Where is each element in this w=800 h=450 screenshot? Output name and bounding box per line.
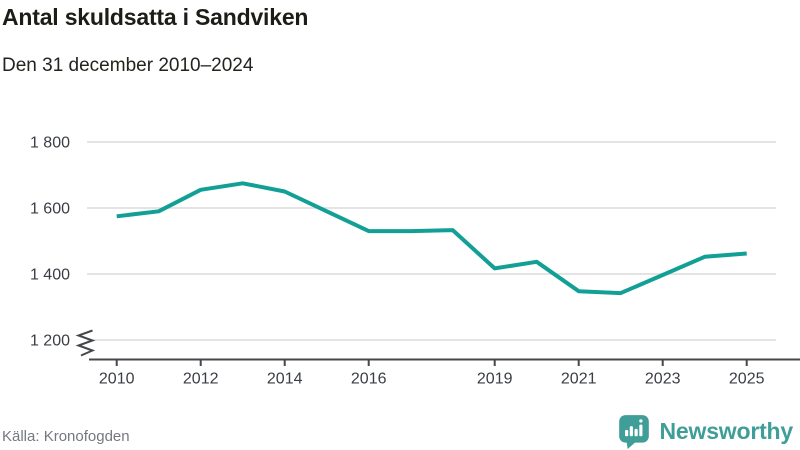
x-tick-label: 2012 (183, 371, 219, 388)
x-tick-label: 2010 (99, 371, 135, 388)
y-tick-label: 1 600 (30, 201, 70, 218)
newsworthy-logo: Newsworthy (616, 413, 793, 449)
y-tick-label: 1 400 (30, 267, 70, 284)
chart-subtitle: Den 31 december 2010–2024 (2, 55, 254, 76)
x-tick-label: 2019 (477, 371, 513, 388)
brand-wordmark: Newsworthy (659, 417, 794, 444)
newsworthy-icon (618, 415, 649, 449)
chart-title: Antal skuldsatta i Sandviken (2, 4, 309, 30)
x-axis-tick-labels: 2010 2012 2014 2016 2019 2021 2023 2025 (99, 371, 765, 388)
x-tick-label: 2025 (729, 371, 765, 388)
x-tick-label: 2023 (645, 371, 681, 388)
y-tick-label: 1 800 (30, 135, 70, 152)
x-axis-ticks (115, 359, 748, 366)
y-axis-tick-labels: 1 800 1 600 1 400 1 200 (30, 135, 70, 350)
axis-break-icon (75, 329, 96, 357)
x-tick-label: 2014 (267, 371, 303, 388)
gridlines (87, 141, 776, 341)
data-series-line (116, 181, 747, 296)
x-tick-label: 2016 (351, 371, 387, 388)
source-note: Källa: Kronofogden (2, 428, 130, 445)
y-tick-label: 1 200 (30, 333, 70, 350)
x-tick-label: 2021 (561, 371, 597, 388)
